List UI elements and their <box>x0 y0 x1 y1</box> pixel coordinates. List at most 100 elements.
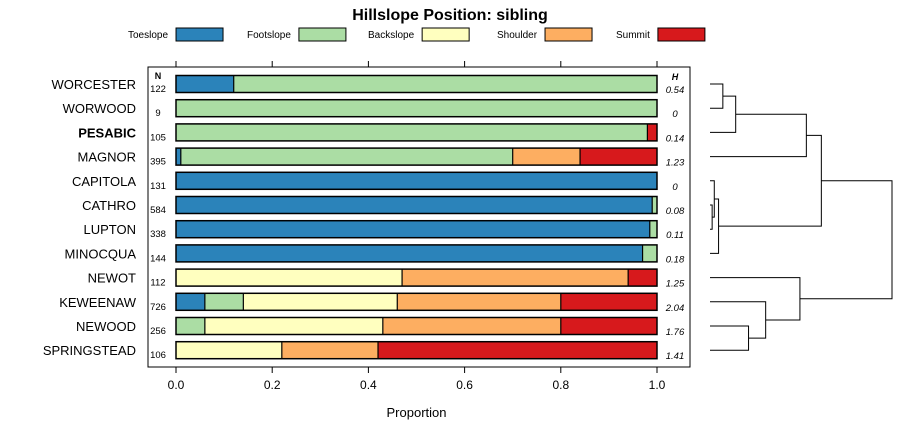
x-tick-label: 0.8 <box>552 378 569 392</box>
x-tick-label: 0.0 <box>168 378 185 392</box>
row-label: SPRINGSTEAD <box>43 343 136 358</box>
legend-label: Shoulder <box>497 30 538 41</box>
row-n-value: 338 <box>150 229 166 240</box>
bar-segment-footslope <box>176 123 648 141</box>
bar-segment-shoulder <box>397 293 561 311</box>
dendrogram-branch <box>710 83 724 109</box>
bar-segment-shoulder <box>512 148 581 166</box>
bar-outline <box>175 171 658 191</box>
row-h-value: 0 <box>672 109 678 120</box>
n-header: N <box>155 71 162 81</box>
legend-label: Backslope <box>368 30 415 41</box>
dendrogram <box>710 83 893 351</box>
bar-outline <box>175 98 658 118</box>
row-label: LUPTON <box>84 222 137 237</box>
legend-item-shoulder: Shoulder <box>497 27 593 42</box>
bar-outline <box>175 292 658 312</box>
row-n-value: 112 <box>150 278 165 289</box>
bar-segment-toeslope <box>176 220 650 238</box>
plot-panel <box>147 66 691 368</box>
bar-segment-backslope <box>204 317 383 335</box>
bar-row-worwood <box>175 98 658 118</box>
bar-segment-backslope <box>176 269 403 287</box>
x-axis-label: Proportion <box>387 405 447 420</box>
row-label: MINOCQUA <box>65 246 137 261</box>
row-n-value: 122 <box>150 84 166 95</box>
bar-segment-footslope <box>233 75 657 93</box>
row-h-value: 1.25 <box>666 279 685 290</box>
row-label: PESABIC <box>78 125 136 140</box>
bar-row-keweenaw <box>175 292 658 312</box>
bar-segment-summit <box>628 269 657 287</box>
bar-segment-footslope <box>180 148 513 166</box>
legend-swatch <box>175 27 224 42</box>
row-label: WORWOOD <box>63 101 136 116</box>
row-label: KEWEENAW <box>59 295 137 310</box>
bar-segment-footslope <box>176 317 205 335</box>
bar-segment-backslope <box>243 293 398 311</box>
row-label: MAGNOR <box>78 150 137 165</box>
bar-segment-summit <box>647 123 657 141</box>
row-n-value: 256 <box>150 326 166 337</box>
dendrogram-branch <box>710 277 801 321</box>
row-n-value: 144 <box>150 253 166 264</box>
row-label: CAPITOLA <box>72 174 136 189</box>
row-labels: WORCESTER 122 0.54 WORWOOD 9 0 PESABIC 105 0.14 M… <box>43 77 685 362</box>
row-h-value: 0.14 <box>666 133 685 144</box>
bar-row-minocqua <box>175 244 658 263</box>
bars-group <box>175 74 658 360</box>
x-tick-label: 0.2 <box>264 378 281 392</box>
bar-row-worcester <box>175 74 658 94</box>
bar-outline <box>175 195 658 215</box>
bar-segment-toeslope <box>176 172 657 190</box>
legend-swatch <box>298 27 347 42</box>
legend-swatch <box>657 27 706 42</box>
bar-outline <box>175 268 658 287</box>
legend-swatch <box>544 27 593 42</box>
row-n-value: 131 <box>150 181 166 192</box>
bar-segment-toeslope <box>176 75 234 93</box>
legend-swatch <box>421 27 470 42</box>
x-tick-label: 0.6 <box>456 378 473 392</box>
row-label: WORCESTER <box>52 77 137 92</box>
dendrogram-branch <box>710 325 750 351</box>
row-h-value: 1.76 <box>666 327 685 338</box>
bar-row-newood <box>175 316 658 336</box>
bar-segment-shoulder <box>382 317 561 335</box>
row-label: NEWOOD <box>76 319 136 334</box>
dendrogram-branch <box>710 113 807 158</box>
bar-segment-summit <box>580 148 657 166</box>
legend-item-footslope: Footslope <box>247 27 347 42</box>
legend-item-summit: Summit <box>616 27 706 42</box>
bar-segment-footslope <box>649 220 657 238</box>
bar-row-newot <box>175 268 658 287</box>
bar-segment-summit <box>560 293 657 311</box>
bar-segment-toeslope <box>176 196 653 214</box>
row-h-value: 1.23 <box>666 158 685 169</box>
bar-outline <box>175 244 658 263</box>
bar-segment-footslope <box>642 244 657 262</box>
dendrogram-branch <box>710 301 767 339</box>
bar-outline <box>175 316 658 336</box>
row-h-value: 0 <box>672 182 678 193</box>
legend-item-backslope: Backslope <box>368 27 470 42</box>
bar-row-lupton <box>175 219 658 239</box>
row-n-value: 726 <box>150 302 166 313</box>
bar-segment-footslope <box>204 293 244 311</box>
bar-outline <box>175 147 658 166</box>
x-tick-label: 1.0 <box>649 378 666 392</box>
row-h-value: 2.04 <box>665 303 685 314</box>
x-tick-label: 0.4 <box>360 378 377 392</box>
bar-row-cathro <box>175 195 658 215</box>
dendrogram-branch <box>799 180 893 300</box>
bar-outline <box>175 340 658 360</box>
row-n-value: 106 <box>150 350 166 361</box>
chart-title: Hillslope Position: sibling <box>352 7 548 24</box>
bar-outline <box>175 74 658 94</box>
legend-item-toeslope: Toeslope <box>128 27 224 42</box>
bar-segment-summit <box>378 341 657 359</box>
dendrogram-branch <box>710 204 713 230</box>
bar-segment-summit <box>560 317 657 335</box>
row-h-value: 1.41 <box>666 351 685 362</box>
